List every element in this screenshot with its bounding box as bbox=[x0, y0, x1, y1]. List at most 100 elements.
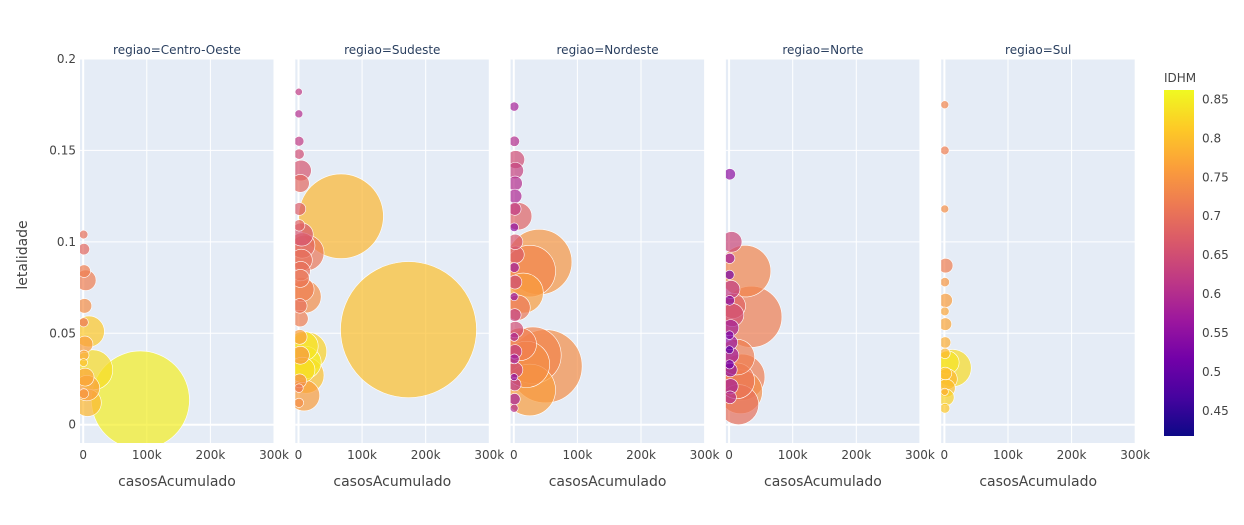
scatter-point[interactable] bbox=[941, 387, 949, 396]
colorbar-tick-label: 0.75 bbox=[1202, 170, 1229, 184]
scatter-point[interactable] bbox=[725, 330, 735, 340]
scatter-point[interactable] bbox=[76, 367, 95, 387]
x-tick-label: 300k bbox=[259, 448, 289, 462]
scatter-point[interactable] bbox=[510, 101, 520, 112]
scatter-point[interactable] bbox=[510, 332, 519, 342]
facet-title: regiao=Sudeste bbox=[344, 43, 440, 57]
scatter-point[interactable] bbox=[510, 222, 519, 232]
scatter-point[interactable] bbox=[510, 292, 519, 302]
scatter-point[interactable] bbox=[508, 202, 522, 216]
scatter-point[interactable] bbox=[725, 252, 736, 264]
x-tick-label: 0 bbox=[295, 448, 303, 462]
x-tick-label: 0 bbox=[510, 448, 518, 462]
colorbar-tick-label: 0.7 bbox=[1202, 209, 1221, 223]
colorbar-tick-label: 0.85 bbox=[1202, 92, 1229, 106]
panel-background bbox=[941, 59, 1136, 443]
scatter-point[interactable] bbox=[77, 298, 93, 314]
y-tick-label: 0.1 bbox=[57, 235, 76, 249]
colorbar-tick-label: 0.65 bbox=[1202, 248, 1229, 262]
scatter-point[interactable] bbox=[724, 168, 736, 181]
facet-title: regiao=Nordeste bbox=[557, 43, 659, 57]
scatter-point[interactable] bbox=[941, 145, 950, 156]
scatter-point[interactable] bbox=[508, 308, 522, 322]
scatter-point[interactable] bbox=[79, 317, 89, 328]
scatter-point[interactable] bbox=[938, 258, 954, 274]
scatter-point[interactable] bbox=[295, 383, 304, 393]
scatter-point[interactable] bbox=[78, 264, 91, 278]
scatter-points bbox=[291, 87, 477, 412]
scatter-point[interactable] bbox=[294, 148, 305, 160]
scatter-point[interactable] bbox=[292, 329, 308, 345]
scatter-point[interactable] bbox=[294, 136, 305, 147]
scatter-point[interactable] bbox=[294, 397, 304, 408]
scatter-point[interactable] bbox=[292, 298, 308, 314]
scatter-point[interactable] bbox=[340, 261, 477, 398]
x-tick-label: 200k bbox=[195, 448, 225, 462]
scatter-point[interactable] bbox=[939, 293, 953, 308]
x-axis-title: casosAcumulado bbox=[549, 474, 667, 490]
x-tick-label: 300k bbox=[690, 448, 720, 462]
scatter-point[interactable] bbox=[508, 233, 524, 250]
scatter-point[interactable] bbox=[725, 295, 735, 306]
scatter-point[interactable] bbox=[941, 100, 950, 110]
scatter-point[interactable] bbox=[80, 358, 88, 367]
colorbar-ticks: 0.45 0.5 0.55 0.6 0.65 0.7 0.75 0.8 0.85 bbox=[1202, 92, 1229, 418]
facet-panel: regiao=Nordeste 0 100k 200k 300k casosAcumula… bbox=[508, 43, 720, 490]
scatter-point[interactable] bbox=[293, 202, 307, 216]
x-tick-label: 200k bbox=[1057, 448, 1087, 462]
scatter-point[interactable] bbox=[508, 274, 523, 290]
y-tick-label: 0 bbox=[68, 418, 76, 432]
plot-area: regiao=Centro-Oeste 0 100k 200k 300k casosAcu… bbox=[49, 43, 1150, 490]
scatter-point[interactable] bbox=[940, 277, 950, 288]
x-tick-label: 100k bbox=[562, 448, 592, 462]
scatter-point[interactable] bbox=[509, 353, 520, 365]
facet-title: regiao=Sul bbox=[1005, 43, 1071, 57]
x-tick-label: 0 bbox=[725, 448, 733, 462]
scatter-point[interactable] bbox=[291, 345, 310, 365]
colorbar-tick-label: 0.55 bbox=[1202, 326, 1229, 340]
scatter-point[interactable] bbox=[941, 204, 950, 214]
scatter-point[interactable] bbox=[939, 366, 952, 381]
x-tick-label: 200k bbox=[841, 448, 871, 462]
scatter-point[interactable] bbox=[78, 243, 90, 256]
scatter-point[interactable] bbox=[725, 359, 735, 370]
colorbar-title: IDHM bbox=[1164, 71, 1196, 85]
scatter-point[interactable] bbox=[510, 373, 519, 382]
scatter-point[interactable] bbox=[294, 219, 306, 232]
y-tick-label: 0.05 bbox=[49, 326, 76, 340]
y-tick-label: 0.2 bbox=[57, 52, 76, 66]
scatter-point[interactable] bbox=[509, 262, 520, 273]
scatter-point[interactable] bbox=[724, 390, 737, 404]
scatter-point[interactable] bbox=[725, 269, 735, 280]
x-tick-label: 0 bbox=[941, 448, 949, 462]
scatter-point[interactable] bbox=[940, 347, 951, 359]
scatter-point[interactable] bbox=[509, 135, 520, 147]
scatter-points bbox=[938, 100, 972, 414]
x-tick-label: 300k bbox=[905, 448, 935, 462]
x-axis-title: casosAcumulado bbox=[333, 474, 451, 490]
x-tick-label: 200k bbox=[626, 448, 656, 462]
scatter-point[interactable] bbox=[939, 336, 952, 349]
x-tick-label: 100k bbox=[347, 448, 377, 462]
scatter-point[interactable] bbox=[79, 229, 89, 240]
scatter-point[interactable] bbox=[510, 403, 519, 413]
scatter-point[interactable] bbox=[509, 393, 521, 406]
scatter-point[interactable] bbox=[508, 175, 523, 191]
scatter-point[interactable] bbox=[295, 87, 303, 96]
x-tick-label: 300k bbox=[474, 448, 504, 462]
colorbar-gradient bbox=[1164, 90, 1194, 436]
scatter-point[interactable] bbox=[295, 109, 304, 119]
scatter-point[interactable] bbox=[291, 174, 310, 193]
scatter-points bbox=[721, 168, 783, 425]
scatter-point[interactable] bbox=[298, 173, 384, 259]
scatter-point[interactable] bbox=[941, 306, 950, 316]
scatter-point[interactable] bbox=[79, 388, 89, 399]
facet-title: regiao=Norte bbox=[782, 43, 863, 57]
scatter-point[interactable] bbox=[725, 345, 734, 355]
scatter-point[interactable] bbox=[721, 231, 743, 253]
scatter-point[interactable] bbox=[508, 188, 523, 204]
scatter-point[interactable] bbox=[940, 403, 951, 414]
y-tick-label: 0.15 bbox=[49, 143, 76, 157]
scatter-point[interactable] bbox=[291, 269, 310, 288]
scatter-point[interactable] bbox=[939, 317, 952, 331]
